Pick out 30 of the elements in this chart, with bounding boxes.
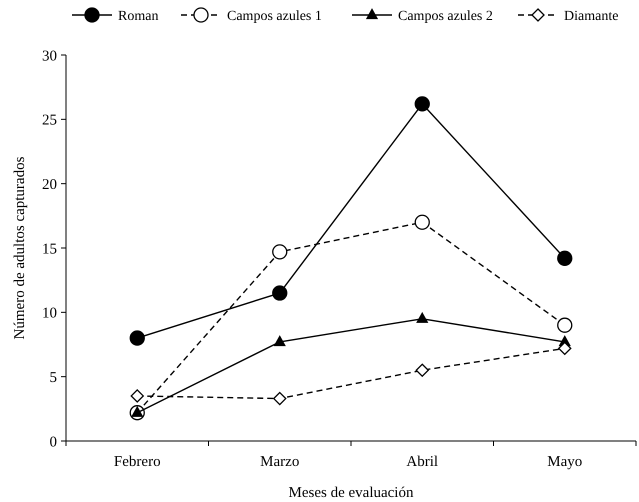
y-axis-title: Número de adultos capturados [12,156,28,340]
x-tick-label: Marzo [260,454,300,470]
point [273,392,286,406]
legend-label: Roman [118,8,158,24]
point [272,285,288,301]
point [557,250,572,266]
point [558,342,572,356]
point [416,364,429,377]
x-tick-label: Mayo [547,454,582,470]
point [130,330,145,346]
point [414,96,430,112]
x-tick-label: Abril [406,454,438,470]
legend-label: Campos azules 2 [398,8,493,24]
point [274,336,286,346]
point [557,318,572,333]
y-tick-label: 30 [42,48,57,64]
legend-label: Campos azules 1 [227,8,322,24]
point [416,312,428,323]
legend-label: Diamante [564,8,618,24]
x-axis-title: Meses de evaluación [288,485,414,501]
point [130,389,144,403]
y-tick-label: 5 [50,370,57,386]
y-tick-label: 0 [50,434,57,450]
y-tick-label: 10 [42,306,57,322]
y-tick-label: 20 [42,176,57,193]
y-tick-label: 25 [42,112,57,129]
y-tick-label: 15 [42,241,57,258]
x-tick-label: Febrero [114,454,161,470]
point [414,214,430,230]
point [272,244,288,260]
